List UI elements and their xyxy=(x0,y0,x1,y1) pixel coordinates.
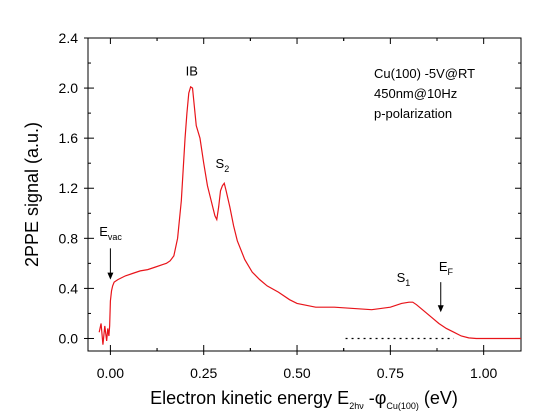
y-tick-label: 2.0 xyxy=(59,80,79,96)
label-s2: S2 xyxy=(216,156,230,174)
x-tick-label: 0.25 xyxy=(190,365,217,381)
info-text-line: 450nm@10Hz xyxy=(374,86,457,101)
info-text-line: Cu(100) -5V@RT xyxy=(374,66,475,81)
info-text-line: p-polarization xyxy=(374,106,452,121)
label-evac: Evac xyxy=(99,224,122,242)
y-tick-label: 0.0 xyxy=(59,330,79,346)
x-axis-title: Electron kinetic energy E2hν -φCu(100) (… xyxy=(150,388,458,411)
evac-arrow-head xyxy=(107,273,113,280)
y-tick-label: 0.8 xyxy=(59,230,79,246)
y-tick-label: 2.4 xyxy=(59,30,79,46)
ef-arrow-head xyxy=(438,305,444,312)
axes-frame xyxy=(88,38,521,351)
label-s1: S1 xyxy=(397,270,411,288)
y-axis-title: 2PPE signal (a.u.) xyxy=(22,122,42,267)
series-line xyxy=(99,87,521,345)
x-tick-label: 1.00 xyxy=(470,365,497,381)
label-ib: IB xyxy=(186,64,198,79)
label-ef: EF xyxy=(439,259,454,277)
plot-area: 0.0 0.4 0.8 1.2 1.6 2.0 2.4 0.00 0.25 0.50 0.75 1.0… xyxy=(22,30,521,411)
x-tick-label: 0.00 xyxy=(97,365,124,381)
y-tick-label: 0.4 xyxy=(59,280,79,296)
x-tick-label: 0.75 xyxy=(377,365,404,381)
y-tick-label: 1.6 xyxy=(59,130,79,146)
x-tick-label: 0.50 xyxy=(283,365,310,381)
y-tick-label: 1.2 xyxy=(59,180,79,196)
